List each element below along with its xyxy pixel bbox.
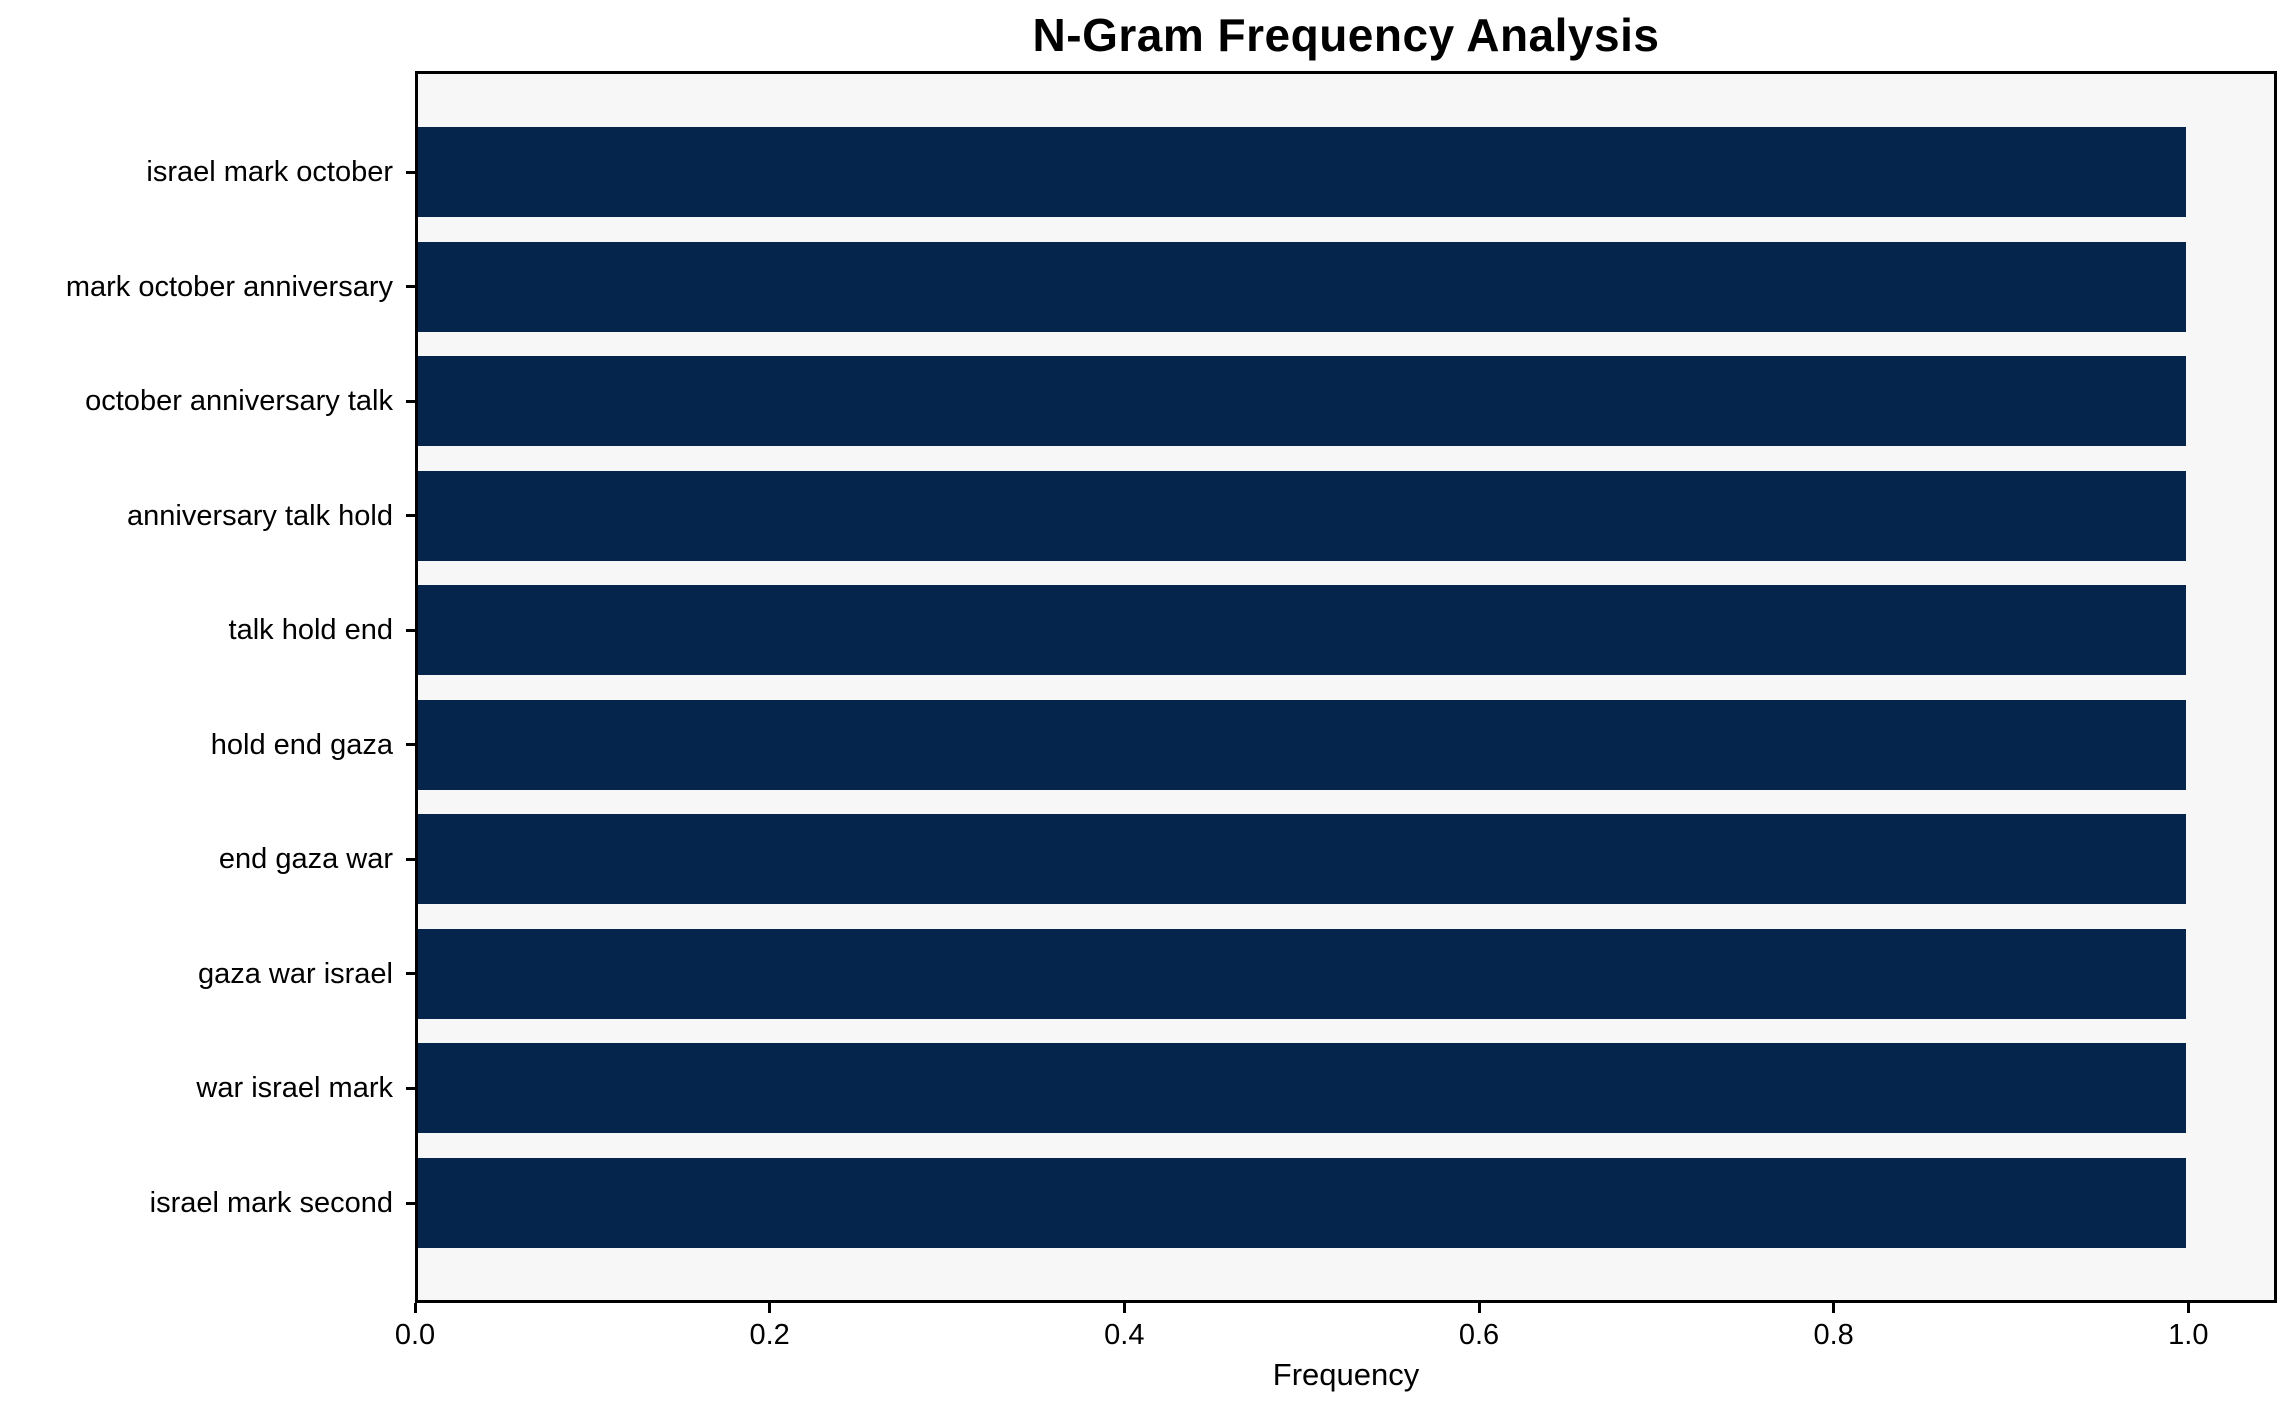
y-tick-label: anniversary talk hold — [127, 499, 393, 532]
x-tick-label: 0.4 — [1104, 1319, 1145, 1351]
x-tick-mark — [2186, 1303, 2190, 1313]
y-tick-mark — [406, 285, 415, 289]
x-tick-mark — [1832, 1303, 1836, 1313]
x-tick-label: 0.6 — [1458, 1319, 1500, 1351]
y-tick-mark — [406, 1086, 415, 1090]
bar — [418, 127, 2186, 217]
chart-title: N-Gram Frequency Analysis — [1032, 9, 1660, 61]
plot-area — [415, 71, 2277, 1303]
x-tick-label: 0.0 — [394, 1319, 436, 1351]
bar — [418, 356, 2186, 447]
x-axis-title: Frequency — [1272, 1357, 1420, 1392]
y-tick-mark — [406, 628, 415, 632]
x-tick-label: 0.8 — [1813, 1319, 1854, 1351]
bar — [418, 1158, 2186, 1248]
y-tick-label: gaza war israel — [197, 957, 393, 990]
x-tick-label: 0.2 — [749, 1319, 790, 1351]
y-tick-label: hold end gaza — [210, 728, 393, 761]
y-tick-label: talk hold end — [228, 614, 393, 647]
y-tick-row: october anniversary talk — [0, 356, 415, 446]
bar — [418, 699, 2186, 790]
y-tick-mark — [406, 972, 415, 976]
bar — [418, 928, 2186, 1019]
x-tick-mark — [1477, 1303, 1481, 1313]
bar — [418, 470, 2186, 561]
bar — [418, 241, 2186, 332]
y-axis: israel mark october mark october annivers… — [0, 74, 415, 1300]
x-tick-mark — [413, 1303, 417, 1313]
y-tick-row: anniversary talk hold — [0, 471, 415, 561]
y-tick-label: israel mark second — [149, 1187, 393, 1219]
x-tick-mark — [768, 1303, 772, 1313]
x-tick-label: 1.0 — [2168, 1319, 2209, 1351]
y-tick-row: israel mark second — [0, 1158, 415, 1248]
bar — [418, 585, 2186, 676]
y-tick-label: end gaza war — [218, 843, 393, 876]
y-tick-mark — [406, 399, 415, 403]
y-tick-label: mark october anniversary — [65, 270, 393, 303]
y-tick-row: israel mark october — [0, 127, 415, 217]
y-tick-label: war israel mark — [196, 1072, 393, 1105]
y-tick-mark — [406, 857, 415, 861]
bars-container — [418, 74, 2274, 1300]
y-tick-mark — [406, 1201, 415, 1205]
y-tick-mark — [406, 514, 415, 518]
y-tick-label: october anniversary talk — [85, 385, 393, 418]
y-tick-mark — [406, 743, 415, 747]
y-tick-row: gaza war israel — [0, 929, 415, 1019]
bar — [418, 814, 2186, 905]
y-tick-row: war israel mark — [0, 1043, 415, 1133]
y-tick-label: israel mark october — [146, 156, 393, 188]
bar — [418, 1043, 2186, 1134]
y-tick-row: talk hold end — [0, 585, 415, 675]
x-axis: 0.0 0.2 0.4 0.6 0.8 1.0 — [395, 1303, 2277, 1363]
y-tick-row: hold end gaza — [0, 700, 415, 790]
x-tick-mark — [1122, 1303, 1126, 1313]
y-tick-row: end gaza war — [0, 814, 415, 904]
y-tick-row: mark october anniversary — [0, 242, 415, 332]
y-tick-mark — [406, 170, 415, 174]
